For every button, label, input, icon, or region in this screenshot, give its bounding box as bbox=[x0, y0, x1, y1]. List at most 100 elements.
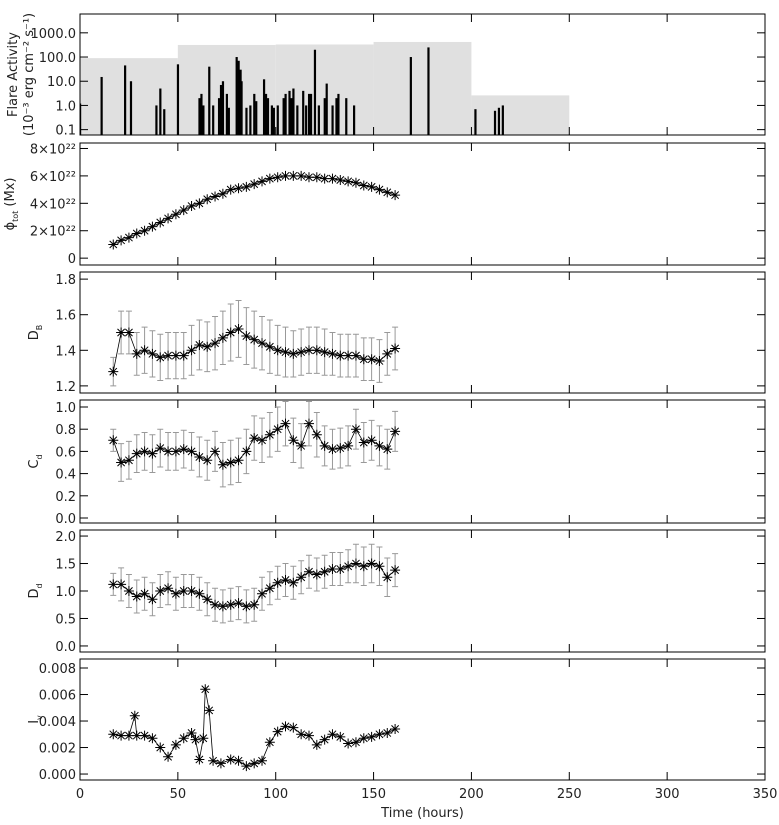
y-tick-label: 1000.0 bbox=[31, 27, 77, 42]
data-point bbox=[335, 175, 346, 186]
data-point bbox=[163, 751, 174, 762]
data-point bbox=[311, 345, 322, 356]
flare-bar bbox=[276, 105, 279, 135]
data-point bbox=[390, 190, 401, 201]
y-axis-label: Iv bbox=[27, 715, 44, 724]
data-point bbox=[366, 435, 377, 446]
data-point bbox=[170, 739, 181, 750]
y-axis-label-sub: v bbox=[35, 715, 44, 720]
data-point bbox=[241, 446, 252, 457]
data-point bbox=[327, 173, 338, 184]
panel-frame bbox=[79, 529, 766, 653]
flare-bar bbox=[100, 76, 103, 135]
data-point bbox=[210, 599, 221, 610]
data-point bbox=[147, 348, 158, 359]
data-point bbox=[155, 352, 166, 363]
flare-bar bbox=[305, 105, 308, 135]
data-point bbox=[249, 334, 260, 345]
x-tick-label: 300 bbox=[655, 787, 680, 802]
data-point bbox=[350, 424, 361, 435]
data-point bbox=[288, 435, 299, 446]
data-point bbox=[116, 235, 127, 246]
data-point bbox=[366, 354, 377, 365]
flare-bar bbox=[212, 105, 215, 135]
data-point bbox=[358, 437, 369, 448]
data-point bbox=[390, 343, 401, 354]
y-tick-label: 0.008 bbox=[39, 662, 76, 677]
data-point bbox=[374, 184, 385, 195]
flare-bar bbox=[176, 64, 180, 135]
data-point bbox=[264, 737, 275, 748]
background-block bbox=[80, 58, 178, 135]
data-point bbox=[233, 455, 244, 466]
data-point bbox=[241, 331, 252, 342]
flare-bar bbox=[474, 109, 477, 135]
data-point bbox=[190, 734, 201, 745]
data-point bbox=[178, 205, 189, 216]
flare-bar bbox=[317, 105, 320, 135]
data-point bbox=[202, 594, 213, 605]
data-point bbox=[374, 561, 385, 572]
data-point bbox=[131, 348, 142, 359]
y-tick-label: 6×10²² bbox=[30, 170, 76, 185]
data-point bbox=[225, 599, 236, 610]
data-point bbox=[163, 213, 174, 224]
data-point bbox=[225, 327, 236, 338]
data-point bbox=[147, 221, 158, 232]
y-axis-label-unit: (Mx) bbox=[3, 178, 18, 211]
data-point bbox=[382, 348, 393, 359]
data-point bbox=[288, 722, 299, 733]
data-point bbox=[123, 327, 134, 338]
data-point bbox=[202, 341, 213, 352]
data-point bbox=[208, 755, 219, 766]
data-point bbox=[131, 591, 142, 602]
data-point bbox=[374, 355, 385, 366]
y-axis-label-sub: d bbox=[35, 454, 44, 459]
data-point bbox=[194, 451, 205, 462]
flare-bar bbox=[255, 101, 258, 135]
data-point bbox=[139, 730, 150, 741]
y-tick-label: 0.5 bbox=[55, 612, 76, 627]
data-point bbox=[257, 176, 268, 187]
data-point bbox=[210, 338, 221, 349]
data-point bbox=[194, 588, 205, 599]
y-tick-label: 100.0 bbox=[39, 51, 76, 66]
flare-bar bbox=[427, 47, 430, 135]
y-axis-label: Dd bbox=[27, 583, 44, 598]
data-point bbox=[335, 731, 346, 742]
y-tick-label: 1.0 bbox=[55, 401, 76, 416]
flare-bar bbox=[309, 93, 313, 135]
data-point bbox=[241, 601, 252, 612]
data-point bbox=[335, 443, 346, 454]
y-tick-label: 0.1 bbox=[55, 124, 76, 139]
data-point bbox=[249, 599, 260, 610]
data-point bbox=[123, 730, 134, 741]
data-point bbox=[257, 588, 268, 599]
y-axis-label-main: D bbox=[27, 330, 42, 340]
data-point bbox=[343, 738, 354, 749]
x-tick-label: 350 bbox=[753, 787, 778, 802]
flare-bar bbox=[221, 81, 225, 135]
flare-bar bbox=[325, 83, 328, 135]
data-point bbox=[210, 446, 221, 457]
data-point bbox=[123, 232, 134, 243]
y-tick-label: 1.0 bbox=[55, 585, 76, 600]
data-point bbox=[264, 583, 275, 594]
data-point bbox=[116, 327, 127, 338]
y-tick-label: 1.8 bbox=[55, 273, 76, 288]
data-point bbox=[202, 194, 213, 205]
data-point bbox=[382, 727, 393, 738]
data-point bbox=[202, 455, 213, 466]
flare-bar bbox=[337, 93, 340, 135]
data-point bbox=[116, 457, 127, 468]
data-point bbox=[178, 444, 189, 455]
data-point bbox=[257, 338, 268, 349]
data-point bbox=[198, 733, 209, 744]
y-tick-label: 0.006 bbox=[39, 689, 76, 704]
y-tick-label: 2×10²² bbox=[30, 225, 76, 240]
data-point bbox=[366, 731, 377, 742]
y-axis-label-main: ϕ bbox=[3, 222, 18, 231]
y-tick-label: 0.6 bbox=[55, 445, 76, 460]
y-axis-label-main: C bbox=[27, 460, 42, 469]
